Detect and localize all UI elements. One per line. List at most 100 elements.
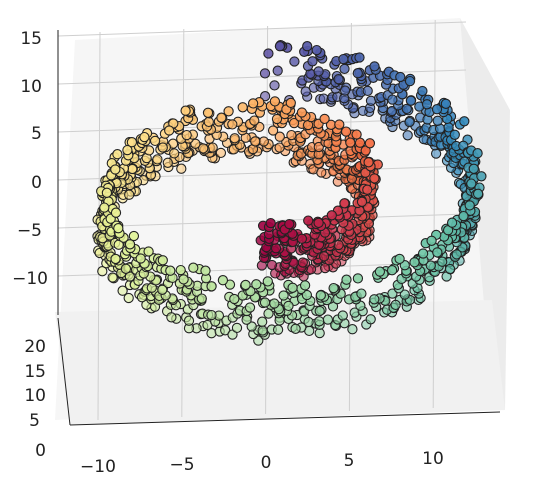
scatter-point (166, 312, 177, 323)
scatter-point (458, 210, 469, 222)
scatter-point (107, 272, 118, 283)
scatter-point (286, 129, 297, 141)
scatter-point (206, 281, 217, 292)
scatter-point (284, 218, 295, 230)
scatter-point (270, 243, 282, 254)
scatter-point (369, 294, 380, 305)
scatter-point (339, 63, 350, 75)
scatter-point (149, 135, 161, 147)
scatter-point (126, 137, 138, 148)
scatter-point (328, 282, 339, 294)
scatter-point (120, 263, 132, 274)
scatter-point (271, 113, 283, 125)
scatter-point (318, 251, 330, 262)
scatter-point (266, 259, 278, 271)
scatter-point (202, 107, 214, 118)
scatter-point (302, 41, 313, 52)
z-tick-label: 10 (20, 77, 42, 97)
scatter-point (188, 262, 199, 273)
scatter-point (425, 260, 436, 271)
scatter-point (341, 274, 352, 285)
scatter-point (178, 274, 189, 285)
scatter-point (203, 116, 214, 128)
y-tick-labels: 20 15 10 5 0 (24, 337, 46, 461)
scatter-point (365, 314, 376, 325)
scatter-point (444, 263, 456, 275)
scatter-point (263, 48, 274, 59)
scatter-point (240, 279, 251, 291)
scatter-point (124, 239, 136, 250)
scatter-point (287, 282, 298, 293)
scatter-point (237, 102, 248, 113)
scatter-point (339, 198, 350, 209)
scatter-point (437, 256, 448, 267)
scatter-point (272, 65, 283, 76)
scatter-point (223, 106, 234, 117)
scatter-point (333, 74, 344, 85)
y-tick-label: 0 (35, 441, 46, 461)
scatter-point (257, 325, 268, 336)
scatter-point (299, 280, 311, 291)
scatter-point (431, 104, 443, 115)
scatter-point (401, 103, 412, 115)
scatter-point (258, 136, 269, 147)
scatter-point (110, 253, 121, 265)
scatter-point (472, 148, 483, 159)
scatter-point (181, 129, 192, 141)
scatter-point (283, 300, 294, 312)
scatter-point (274, 41, 286, 52)
scatter-point (190, 138, 201, 149)
scatter-point (169, 148, 180, 159)
scatter-point (274, 131, 285, 142)
y-tick-label: 15 (24, 362, 46, 382)
scatter-point (404, 116, 415, 128)
scatter-point (339, 85, 351, 96)
scatter-point (296, 107, 308, 118)
scatter-point (313, 66, 324, 77)
scatter-point (175, 264, 186, 276)
scatter-point (285, 97, 296, 109)
x-tick-label: 0 (261, 453, 272, 473)
scatter-point (278, 290, 289, 301)
scatter-point (117, 285, 128, 296)
scatter-point (313, 217, 324, 229)
scatter-point (451, 249, 462, 260)
scatter-point (101, 187, 113, 198)
scatter-point (417, 85, 428, 97)
scatter-point (466, 178, 477, 189)
scatter-point (399, 289, 410, 300)
scatter-point (110, 207, 122, 218)
floor-pane (55, 300, 505, 425)
scatter-point (216, 112, 227, 123)
x-tick-labels: −10 −5 0 5 10 (80, 449, 444, 477)
scatter-point (345, 137, 356, 148)
scatter-point (362, 184, 373, 195)
x-tick-label: −10 (80, 457, 116, 477)
scatter-point (215, 147, 227, 159)
right-pane (460, 18, 510, 410)
scatter-point (369, 61, 380, 72)
scatter-point (269, 80, 280, 91)
x-gridline (181, 28, 185, 418)
scatter-point (229, 133, 240, 144)
scatter-point (395, 71, 406, 83)
scatter-point (157, 284, 168, 295)
y-tick-label: 20 (24, 337, 46, 357)
scatter-point (250, 136, 261, 147)
scatter-point (128, 230, 140, 242)
z-tick-label: 0 (31, 173, 42, 193)
z-tick-label: 5 (31, 124, 42, 144)
scatter-point (364, 138, 376, 149)
scatter-point (157, 142, 168, 153)
scatter-point (347, 324, 358, 335)
scatter-point (464, 200, 475, 211)
scatter-point (110, 164, 121, 175)
scatter-point (338, 53, 349, 65)
scatter-point (363, 157, 374, 168)
scatter-point (303, 215, 314, 226)
scatter-point (296, 233, 308, 244)
scatter-point (244, 302, 256, 313)
scatter-point (227, 119, 238, 130)
scatter-point (135, 253, 146, 264)
